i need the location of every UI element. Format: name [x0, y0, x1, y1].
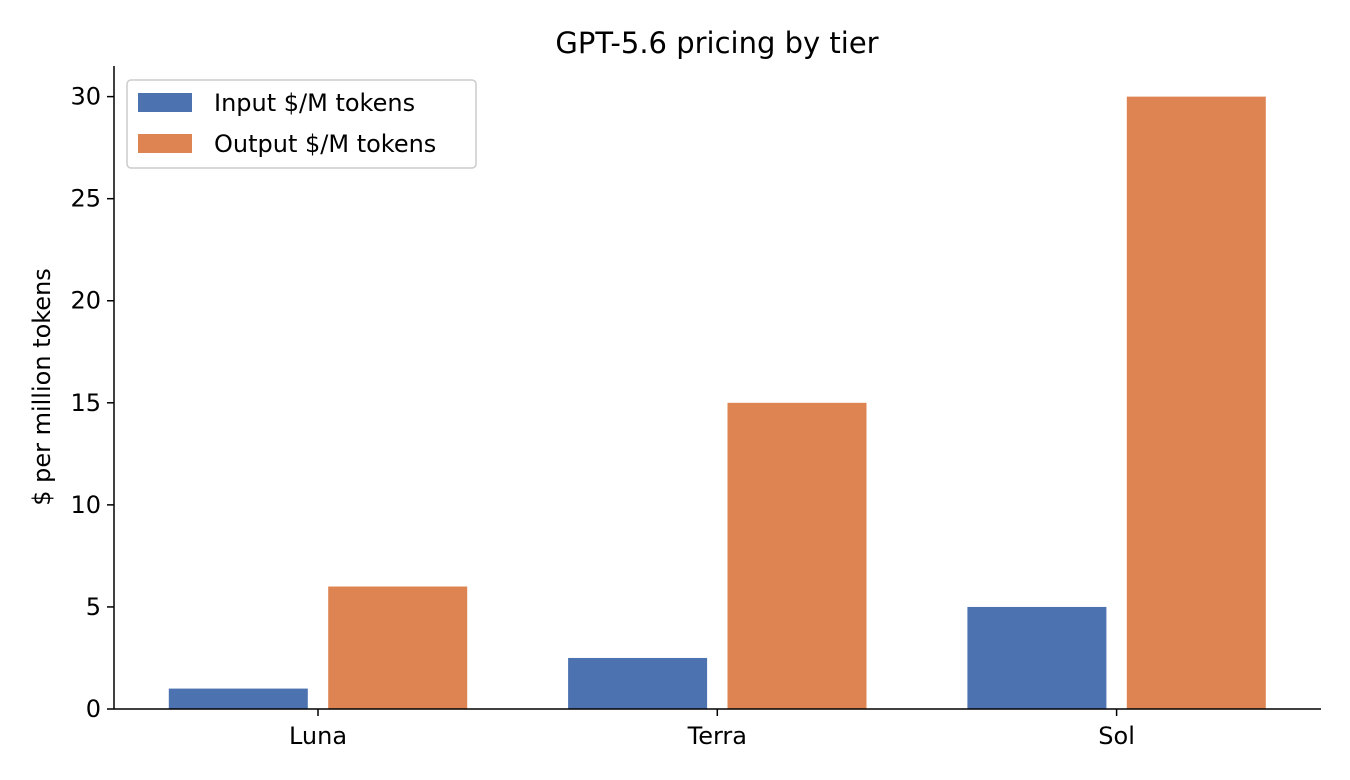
legend-frame	[126, 79, 477, 169]
y-tick-label: 30	[70, 83, 101, 111]
x-tick-label: Sol	[1098, 722, 1135, 750]
y-tick-label: 15	[70, 389, 101, 417]
bar-sol-input	[967, 606, 1107, 709]
bar-luna-output	[328, 586, 468, 709]
legend-swatch-output	[138, 134, 192, 153]
bar-luna-input	[168, 688, 308, 709]
plot-area	[168, 96, 1266, 710]
y-axis-label: $ per million tokens	[28, 268, 56, 506]
y-tick-label: 0	[86, 695, 101, 723]
chart-title: GPT-5.6 pricing by tier	[555, 26, 878, 60]
y-tick-label: 5	[86, 593, 101, 621]
x-axis-ticks: Luna Terra Sol	[289, 709, 1135, 750]
bar-terra-output	[727, 402, 867, 709]
y-tick-label: 10	[70, 491, 101, 519]
legend-label-output: Output $/M tokens	[214, 130, 436, 158]
legend-label-input: Input $/M tokens	[214, 89, 415, 117]
y-tick-label: 25	[70, 185, 101, 213]
bar-terra-input	[568, 657, 708, 709]
bar-sol-output	[1126, 96, 1266, 710]
legend-swatch-input	[138, 93, 192, 112]
y-tick-label: 20	[70, 287, 101, 315]
x-tick-label: Luna	[289, 722, 347, 750]
legend: Input $/M tokens Output $/M tokens	[126, 79, 477, 169]
y-axis-ticks: 0 5 10 15 20 25 30	[70, 83, 114, 723]
x-tick-label: Terra	[687, 722, 747, 750]
